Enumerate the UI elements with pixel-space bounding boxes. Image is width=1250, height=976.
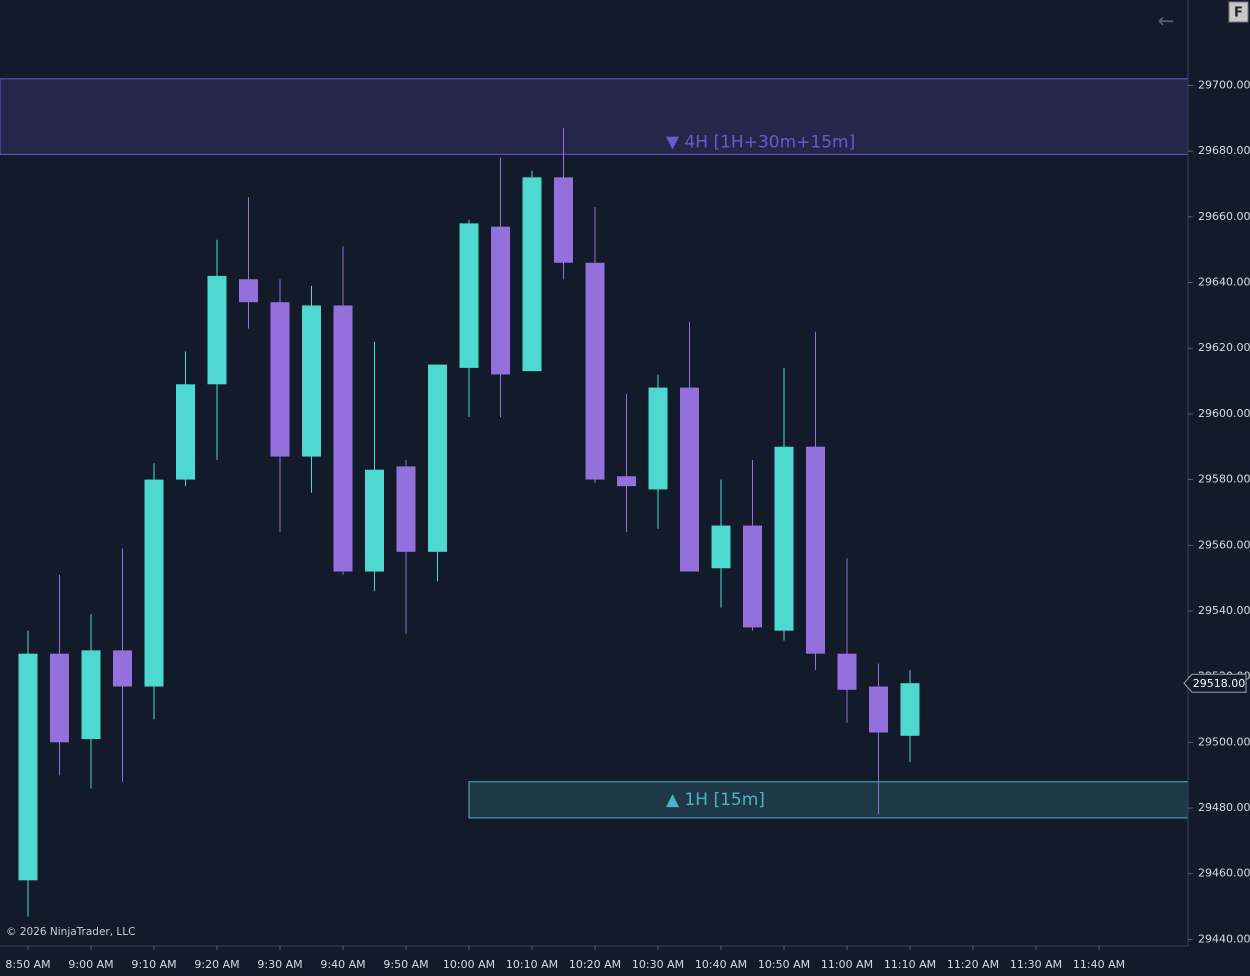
x-tick-label: 10:50 AM [758, 958, 810, 971]
f-button[interactable]: F [1234, 6, 1243, 21]
x-tick-label: 10:10 AM [506, 958, 558, 971]
back-arrow[interactable]: ← [1158, 9, 1175, 33]
candle-body [18, 653, 38, 881]
y-tick-label: 29680.00 [1198, 144, 1250, 157]
y-tick-label: 29440.00 [1198, 932, 1250, 945]
candle-body [900, 683, 920, 736]
candle-body [806, 446, 825, 654]
y-tick-label: 29620.00 [1198, 341, 1250, 354]
y-tick-label: 29500.00 [1198, 735, 1250, 748]
watermark: © 2026 NinjaTrader, LLC [6, 926, 135, 938]
x-tick-label: 9:20 AM [194, 958, 239, 971]
candle-body [144, 479, 164, 687]
candle-body [365, 469, 384, 572]
candle-body [522, 177, 542, 372]
candle-body [648, 387, 668, 490]
zone [0, 78, 1189, 155]
x-tick-label: 9:00 AM [68, 958, 113, 971]
x-tick-label: 9:40 AM [320, 958, 365, 971]
y-tick-label: 29540.00 [1198, 604, 1250, 617]
plot-area: ▼ 4H [1H+30m+15m] ▲ 1H [15m] [0, 78, 1189, 917]
candle-body [81, 650, 101, 740]
candle-body [585, 262, 605, 480]
candle-body [680, 387, 699, 572]
zone-label: ▼ 4H [1H+30m+15m] [666, 132, 855, 152]
y-tick-label: 29580.00 [1198, 473, 1250, 486]
candle-body [270, 302, 290, 457]
candle-body [50, 653, 69, 743]
x-tick-label: 8:50 AM [5, 958, 50, 971]
candle-body [302, 305, 321, 457]
candle-body [207, 275, 227, 385]
candle-body [428, 364, 447, 552]
candle-body [396, 466, 416, 552]
candle-body [554, 177, 573, 263]
candle-body [837, 653, 857, 690]
x-tick-label: 10:20 AM [569, 958, 621, 971]
x-tick-label: 9:50 AM [383, 958, 428, 971]
candle-body [774, 446, 794, 631]
x-tick-label: 11:40 AM [1073, 958, 1125, 971]
y-tick-label: 29560.00 [1198, 538, 1250, 551]
x-tick-label: 10:40 AM [695, 958, 747, 971]
candle-body [333, 305, 353, 572]
x-tick-label: 11:10 AM [884, 958, 936, 971]
candle-body [491, 226, 510, 375]
x-tick-label: 11:30 AM [1010, 958, 1062, 971]
candle-body [743, 525, 762, 628]
zone [468, 781, 1189, 819]
y-tick-label: 29460.00 [1198, 867, 1250, 880]
x-tick-label: 11:20 AM [947, 958, 999, 971]
last-price-box [1183, 673, 1247, 693]
y-tick-label: 29480.00 [1198, 801, 1250, 814]
candle-body [113, 650, 132, 687]
last-price-label: 29518.00 [1193, 677, 1246, 690]
x-tick-label: 11:00 AM [821, 958, 873, 971]
y-tick-label: 29700.00 [1198, 78, 1250, 91]
y-tick-label: 29640.00 [1198, 275, 1250, 288]
f-button-bg[interactable] [1228, 1, 1249, 23]
zone-label: ▲ 1H [15m] [666, 790, 765, 810]
candle-body [459, 223, 479, 368]
candle-body [617, 476, 636, 487]
candle-body [869, 686, 888, 733]
x-tick-label: 10:30 AM [632, 958, 684, 971]
candle-body [711, 525, 731, 569]
x-tick-label: 10:00 AM [443, 958, 495, 971]
candle-body [239, 279, 258, 303]
candle-body [176, 384, 195, 480]
y-tick-label: 29660.00 [1198, 210, 1250, 223]
y-tick-label: 29600.00 [1198, 407, 1250, 420]
x-tick-label: 9:30 AM [257, 958, 302, 971]
x-tick-label: 9:10 AM [131, 958, 176, 971]
